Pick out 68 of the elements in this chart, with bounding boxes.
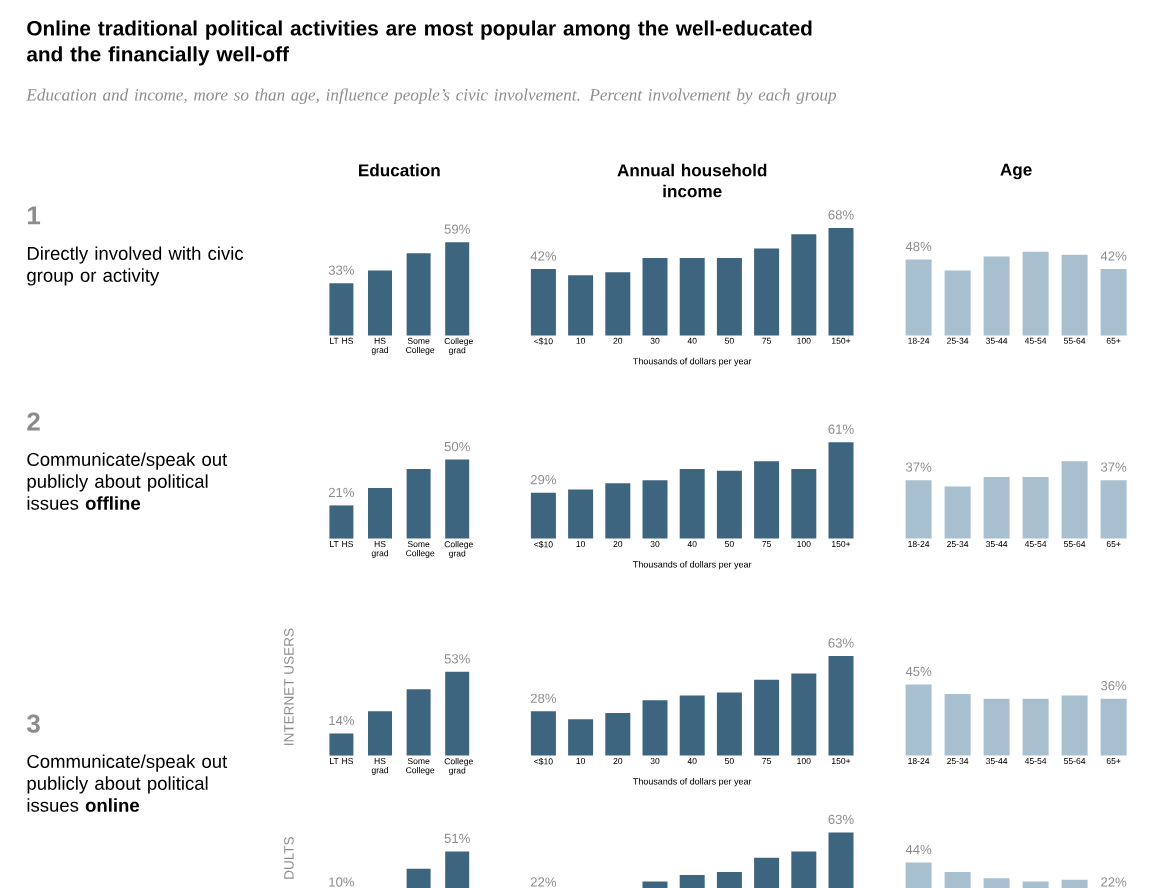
text: Online traditional political activities are most popular among the well-educated and the financially well-off (26, 20, 812, 66)
text: 2 (27, 412, 40, 431)
bar (568, 719, 594, 756)
bar (329, 505, 354, 539)
bar (642, 700, 668, 756)
bar (1100, 698, 1127, 756)
bar (754, 248, 780, 336)
bar (828, 442, 854, 539)
bar (828, 656, 854, 756)
bar (944, 693, 971, 756)
text: 3 (26, 714, 40, 733)
bar (445, 242, 470, 336)
bar (983, 476, 1010, 539)
bar (1022, 476, 1049, 539)
bar (406, 469, 431, 539)
bar (642, 480, 668, 539)
bar (905, 684, 932, 756)
bar (1100, 269, 1127, 336)
bar (368, 488, 393, 539)
bar (530, 492, 556, 539)
bar (568, 489, 594, 539)
bar (1022, 698, 1049, 756)
bar (568, 275, 594, 336)
bar (329, 283, 354, 336)
bar (716, 470, 742, 539)
text: 1 (28, 206, 41, 225)
bar (1022, 251, 1049, 336)
bar (605, 712, 631, 756)
bar (1100, 480, 1127, 539)
bar (530, 269, 556, 336)
bar (679, 469, 705, 539)
bar (944, 270, 971, 336)
bar (605, 272, 631, 336)
text: Communicate/speak out publicly about political issues offline (27, 452, 228, 510)
bar (905, 259, 932, 336)
bar (679, 695, 705, 756)
bar (944, 486, 971, 539)
bar (679, 257, 705, 336)
bar (445, 459, 470, 539)
chart-title: Annual household income (617, 163, 767, 198)
bar (716, 257, 742, 336)
bar (1061, 254, 1088, 336)
bar (791, 673, 817, 756)
bar (716, 692, 742, 756)
bar (828, 227, 854, 336)
bar (791, 234, 817, 336)
bar (368, 711, 393, 756)
chart-title: Education (359, 163, 440, 177)
bar (1061, 695, 1088, 756)
bar (406, 689, 431, 756)
bar (329, 733, 354, 756)
bar (754, 461, 780, 539)
bar (1061, 461, 1088, 539)
bar (905, 480, 932, 539)
text: Education and income, more so than age, influence people’s civic involvement. Percent involvement by each group (26, 88, 837, 105)
chart-title: Age (1000, 163, 1032, 180)
text: Communicate/speak out publicly about political issues online (27, 754, 228, 812)
bar (406, 253, 431, 336)
bar (754, 679, 780, 756)
bar (368, 270, 393, 336)
bar (983, 256, 1010, 336)
bar (791, 469, 817, 539)
bar (642, 257, 668, 336)
bar (445, 671, 470, 756)
text: Directly involved with civic group or activity (27, 246, 244, 286)
bar (530, 711, 556, 756)
bar (605, 483, 631, 539)
bar (983, 698, 1010, 756)
